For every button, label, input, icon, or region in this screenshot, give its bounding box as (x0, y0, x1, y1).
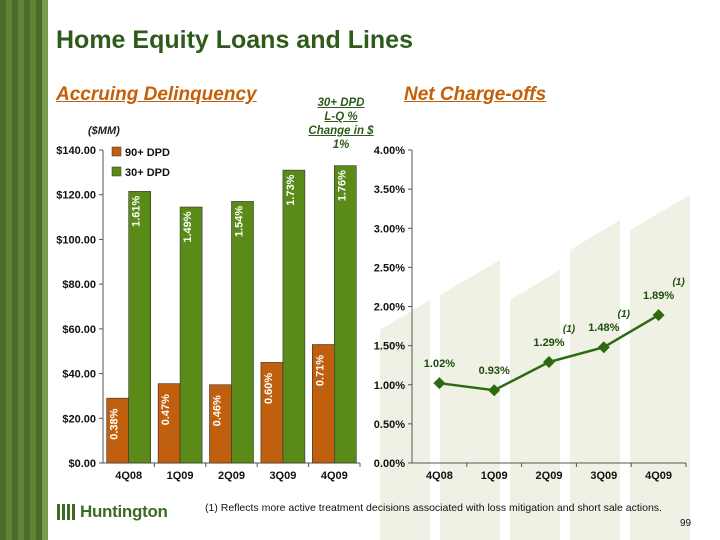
line-y-tick-label: 2.00% (374, 302, 405, 314)
line-x-tick-label: 1Q09 (481, 470, 508, 482)
page-number: 99 (680, 518, 692, 529)
dpd-note-line: L-Q % (324, 111, 358, 123)
line-x-tick-label: 3Q09 (590, 470, 617, 482)
line-data-label: 1.89% (643, 290, 674, 302)
bar-data-label: 1.49% (182, 211, 194, 242)
line-x-tick-label: 4Q09 (645, 470, 672, 482)
legend-swatch (111, 166, 122, 177)
line-x-tick-label: 4Q08 (426, 470, 453, 482)
bar-x-tick-label: 3Q09 (269, 470, 296, 482)
line-data-label: 1.29% (533, 337, 564, 349)
bar-y-tick-label: $120.00 (56, 190, 96, 202)
bar-y-tick-label: $60.00 (62, 324, 96, 336)
bar-data-label: 1.61% (131, 196, 143, 227)
line-y-tick-label: 0.00% (374, 458, 405, 470)
legend-label: 30+ DPD (125, 167, 170, 179)
line-y-tick-label: 0.50% (374, 419, 405, 431)
dpd-change-note: 30+ DPD L-Q % Change in $ 1% (300, 96, 382, 152)
line-y-tick-label: 2.50% (374, 262, 405, 274)
line-x-tick-label: 2Q09 (536, 470, 563, 482)
bar-y-tick-label: $40.00 (62, 369, 96, 381)
bar-30dpd (231, 201, 254, 464)
line-data-label: 1.48% (588, 322, 619, 334)
legend-swatch (111, 146, 122, 157)
bar-data-label: 0.71% (314, 355, 326, 386)
net-charge-off-series-line (439, 314, 660, 392)
bar-30dpd (282, 169, 306, 464)
line-point-marker (433, 377, 446, 390)
bar-data-label: 1.76% (336, 170, 348, 201)
line-footnote-mark: (1) (618, 309, 631, 320)
line-point-marker (652, 309, 665, 322)
bar-y-tick-label: $0.00 (68, 458, 96, 470)
page-title: Home Equity Loans and Lines (56, 26, 413, 54)
bar-30dpd (333, 165, 357, 464)
bar-30dpd (179, 206, 203, 464)
bar-y-tick-label: $80.00 (62, 279, 96, 291)
line-data-label: 1.02% (424, 358, 455, 370)
dpd-note-line: 30+ DPD (317, 97, 365, 109)
decorative-side-stripe-edge (42, 0, 48, 540)
bar-y-tick-label: $20.00 (62, 413, 96, 425)
bar-30dpd (128, 191, 151, 464)
bar-data-label: 0.46% (212, 395, 224, 426)
line-point-marker (488, 384, 501, 397)
huntington-logo-icon (57, 504, 75, 520)
bar-data-label: 1.54% (234, 206, 246, 237)
bar-data-label: 0.60% (263, 373, 275, 404)
bar-x-tick-label: 1Q09 (167, 470, 194, 482)
line-point-marker (543, 356, 555, 369)
line-footnote-mark: (1) (672, 277, 685, 288)
bar-x-tick-label: 4Q08 (115, 470, 142, 482)
line-y-tick-label: 1.00% (374, 380, 405, 392)
footnote: (1) Reflects more active treatment decis… (205, 502, 662, 514)
dpd-note-value: 1% (332, 139, 350, 151)
legend-label: 90+ DPD (125, 147, 170, 159)
left-chart-heading: Accruing Delinquency (56, 84, 257, 105)
line-footnote-mark: (1) (563, 324, 576, 335)
bar-y-tick-label: $140.00 (56, 145, 96, 157)
logo-text: Huntington (80, 502, 168, 521)
bar-y-tick-label: $100.00 (56, 234, 96, 246)
bar-x-tick-label: 4Q09 (321, 470, 348, 482)
decorative-side-stripe (0, 0, 42, 540)
dpd-note-line: Change in $ (308, 125, 374, 137)
bar-x-tick-label: 2Q09 (218, 470, 245, 482)
line-point-marker (597, 341, 610, 354)
company-logo: Huntington (56, 502, 168, 522)
line-y-tick-label: 4.00% (374, 145, 405, 157)
bar-data-label: 1.73% (285, 174, 297, 205)
bar-data-label: 0.38% (109, 408, 121, 439)
bar-data-label: 0.47% (160, 394, 172, 425)
right-chart-heading: Net Charge-offs (404, 84, 547, 105)
units-label: ($MM) (88, 125, 120, 137)
line-y-tick-label: 3.50% (374, 184, 405, 196)
line-data-label: 0.93% (479, 365, 510, 377)
line-y-tick-label: 1.50% (374, 341, 405, 353)
line-y-tick-label: 3.00% (374, 223, 405, 235)
